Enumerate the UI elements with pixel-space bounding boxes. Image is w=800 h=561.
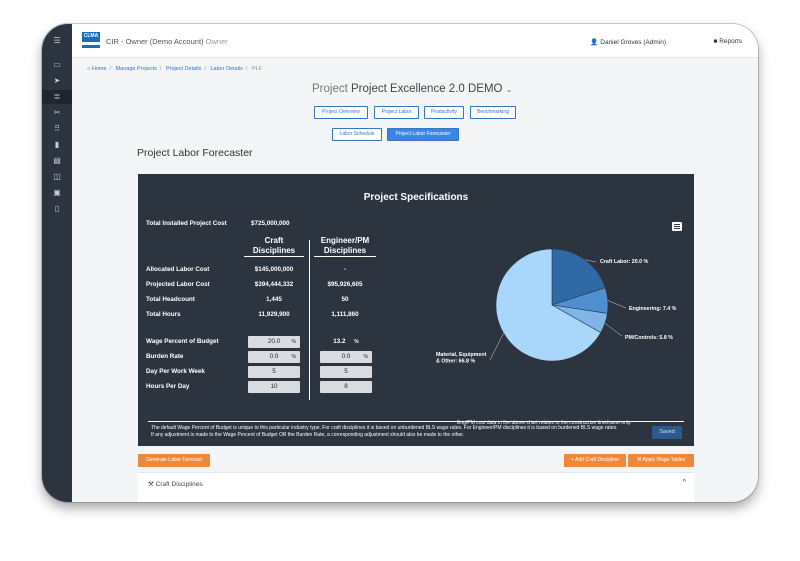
eng-value: - (343, 266, 347, 273)
pie-leader-line (489, 333, 504, 361)
tab-project-labor[interactable]: Project Labor (374, 106, 419, 119)
wage-footnote: The default Wage Percent of Budget is un… (151, 425, 618, 438)
labor-pie-chart: Craft Labor: 20.0 % Engineering: 7.4 % PM/… (436, 248, 677, 365)
account-name: CIR - Owner (Demo Account) (106, 37, 204, 46)
breadcrumb-current: PLF (251, 66, 263, 72)
pie-slice[interactable] (551, 248, 606, 306)
craft-burden-rate-input[interactable]: 0.0% (248, 351, 300, 363)
craft-column-header: Craft Disciplines (244, 236, 304, 257)
pie-slice-label: PM/Controls: 5.8 % (625, 335, 673, 341)
bar-chart-icon[interactable]: ▮ (54, 140, 60, 149)
folder-icon[interactable]: ▣ (53, 188, 61, 197)
project-specifications-panel: Project Specifications Total Installed P… (138, 174, 694, 446)
account-role: Owner (205, 37, 228, 46)
row-label: Projected Labor Cost (146, 281, 210, 288)
user-menu[interactable]: 👤 Daniel Groves (Admin) (590, 38, 666, 46)
chevron-down-icon: ⌄ (505, 85, 513, 94)
pie-slice-label: Craft Labor: 20.0 % (600, 259, 649, 265)
days-per-week-label: Day Per Work Week (146, 368, 205, 375)
user-icon: 👤 (590, 39, 599, 46)
add-craft-discipline-button[interactable]: + Add Craft Discipline (564, 454, 626, 467)
hours-per-day-label: Hours Per Day (146, 383, 190, 390)
list-icon[interactable]: ≣ (53, 92, 61, 101)
generate-labor-forecast-button[interactable]: Generate Labor Forecast (138, 454, 210, 467)
eng-value: $95,926,605 (327, 281, 363, 288)
pie-leader-line (584, 259, 597, 263)
pie-slice-label: Material, Equipment & Other: 66.8 % (436, 352, 487, 365)
pie-leader-line (604, 323, 623, 337)
eng-value: 1,111,860 (331, 311, 359, 318)
app-window: ☰ ▭ ➤ ≣ ✂ ⠿ ▮ ▤ ◫ ▣ ▯ CLMA CIR - Owner (… (42, 24, 758, 502)
spec-divider (148, 421, 684, 422)
tab-labor-schedule[interactable]: Labor Schedule (332, 128, 382, 141)
clma-logo[interactable]: CLMA (82, 32, 100, 48)
apply-wage-tables-button[interactable]: ⚒ Apply Wage Tables (628, 454, 694, 467)
column-divider (309, 240, 310, 400)
reports-icon: ■ (713, 38, 718, 45)
craft-hours-per-day-input[interactable]: 10 (248, 381, 300, 393)
reports-label: Reports (719, 38, 742, 45)
pie-slice[interactable] (495, 248, 602, 362)
reports-link[interactable]: ■ Reports (713, 38, 742, 45)
total-cost-value: $725,000,000 (251, 220, 290, 227)
page-title: Project Labor Forecaster (137, 147, 253, 159)
sidebar-active-highlight (42, 90, 72, 104)
saved-button[interactable]: Saved (652, 426, 682, 439)
breadcrumb-home[interactable]: Home (91, 66, 107, 72)
eng-days-per-week-input[interactable]: 5 (320, 366, 372, 378)
pie-note: Eng/PM cost data in the above chart rela… (457, 420, 632, 426)
top-bar: CLMA CIR - Owner (Demo Account) Owner 👤 … (72, 24, 758, 58)
tools-icon[interactable]: ✂ (53, 108, 61, 117)
craft-value: $145,000,000 (254, 266, 294, 273)
craft-disciplines-header[interactable]: ⚒ Craft Disciplines (148, 481, 203, 488)
sidebar: ☰ ▭ ➤ ≣ ✂ ⠿ ▮ ▤ ◫ ▣ ▯ (42, 24, 72, 502)
send-icon[interactable]: ➤ (53, 76, 61, 85)
craft-days-per-week-input[interactable]: 5 (248, 366, 300, 378)
craft-value: 11,929,900 (258, 311, 290, 318)
project-name: Project Excellence 2.0 DEMO (351, 83, 503, 95)
table-icon[interactable]: ▤ (53, 156, 61, 165)
eng-wage-percent-value: 13.2 % (333, 338, 359, 345)
engineer-column-header: Engineer/PM Disciplines (314, 236, 376, 257)
home-icon: ⌂ (87, 66, 91, 72)
tab-project-labor-forecaster[interactable]: Project Labor Forecaster (387, 128, 459, 141)
spec-title: Project Specifications (363, 192, 469, 203)
chevron-up-icon[interactable]: ^ (682, 479, 686, 486)
craft-wage-percent-input[interactable]: 20.0% (248, 336, 300, 348)
hamburger-icon[interactable]: ☰ (53, 36, 61, 45)
breadcrumb-labor-details[interactable]: Labor Details (210, 66, 243, 72)
grid-icon[interactable]: ⠿ (54, 124, 60, 133)
monitor-icon[interactable]: ▭ (53, 60, 61, 69)
book-icon[interactable]: ◫ (53, 172, 61, 181)
total-cost-label: Total Installed Project Cost (146, 220, 227, 227)
row-label: Total Hours (146, 311, 181, 318)
craft-value: $394,444,332 (254, 281, 294, 288)
tab-productivity[interactable]: Productivity (424, 106, 464, 119)
chart-menu-icon[interactable] (672, 222, 682, 231)
row-label: Allocated Labor Cost (146, 266, 210, 273)
craft-value: 1,445 (266, 296, 282, 303)
craft-disciplines-panel: ⚒ Craft Disciplines ^ (138, 472, 694, 502)
project-label: Project (312, 83, 348, 95)
document-icon[interactable]: ▯ (54, 204, 60, 213)
eng-burden-rate-input[interactable]: 0.0% (320, 351, 372, 363)
app-title: CIR - Owner (Demo Account) Owner (106, 37, 228, 46)
pie-slice-label: Engineering: 7.4 % (629, 306, 677, 312)
breadcrumb-project-details[interactable]: Project Details (165, 66, 202, 72)
breadcrumb-manage-projects[interactable]: Manage Projects (115, 66, 157, 72)
project-selector[interactable]: Project Project Excellence 2.0 DEMO ⌄ (312, 83, 512, 95)
tab-benchmarking[interactable]: Benchmarking (470, 106, 516, 119)
burden-rate-label: Burden Rate (146, 353, 184, 360)
user-name: Daniel Groves (Admin) (600, 39, 666, 46)
eng-value: 50 (341, 296, 349, 303)
pie-leader-line (607, 300, 627, 309)
eng-hours-per-day-input[interactable]: 8 (320, 381, 372, 393)
tab-project-overview[interactable]: Project Overview (314, 106, 368, 119)
breadcrumb: ⌂ Home / Manage Projects / Project Details… (87, 66, 263, 72)
wage-percent-label: Wage Percent of Budget (146, 338, 219, 345)
row-label: Total Headcount (146, 296, 195, 303)
